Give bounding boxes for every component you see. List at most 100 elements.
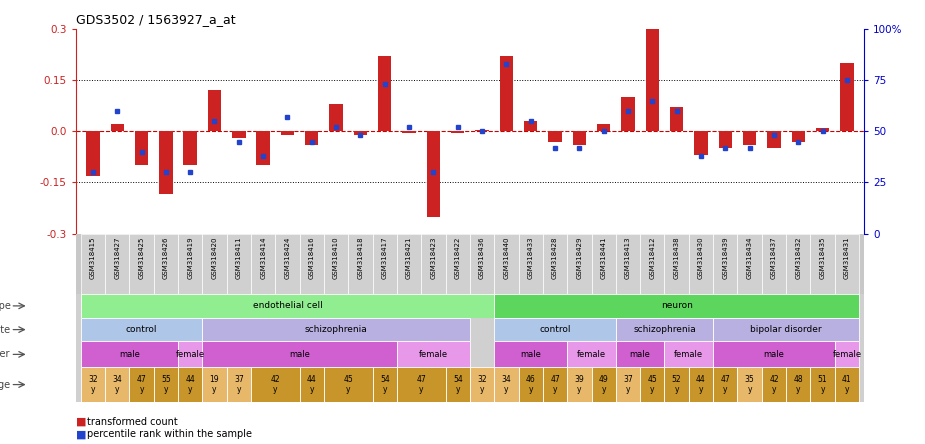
- Text: male: male: [630, 350, 650, 359]
- Bar: [840, 63, 854, 131]
- Bar: [743, 131, 757, 145]
- Bar: [203, 341, 397, 367]
- Text: male: male: [290, 350, 310, 359]
- Text: GSM318419: GSM318419: [187, 237, 193, 279]
- Text: control: control: [126, 325, 157, 334]
- Text: 37
y: 37 y: [623, 375, 633, 394]
- Text: neuron: neuron: [660, 301, 693, 310]
- Bar: [713, 318, 859, 341]
- Bar: [689, 367, 713, 402]
- Bar: [178, 234, 203, 294]
- Text: GSM318434: GSM318434: [746, 237, 753, 279]
- Text: 52
y: 52 y: [672, 375, 682, 394]
- Text: percentile rank within the sample: percentile rank within the sample: [87, 429, 252, 439]
- Bar: [475, 130, 488, 131]
- Text: age: age: [0, 380, 10, 389]
- Text: GSM318423: GSM318423: [430, 237, 437, 279]
- Bar: [353, 131, 367, 135]
- Text: GSM318421: GSM318421: [406, 237, 413, 279]
- Text: female: female: [674, 350, 703, 359]
- Bar: [786, 367, 810, 402]
- Text: GSM318420: GSM318420: [212, 237, 217, 279]
- Bar: [640, 234, 664, 294]
- Bar: [689, 234, 713, 294]
- Bar: [567, 341, 616, 367]
- Text: 39
y: 39 y: [574, 375, 585, 394]
- Text: 54
y: 54 y: [380, 375, 389, 394]
- Text: GSM318433: GSM318433: [527, 237, 534, 279]
- Text: 44
y: 44 y: [185, 375, 195, 394]
- Text: male: male: [119, 350, 140, 359]
- Text: GSM318435: GSM318435: [820, 237, 826, 279]
- Text: GSM318439: GSM318439: [722, 237, 728, 279]
- Bar: [616, 234, 640, 294]
- Bar: [402, 131, 415, 133]
- Bar: [329, 104, 343, 131]
- Bar: [640, 367, 664, 402]
- Bar: [616, 318, 713, 341]
- Bar: [154, 234, 178, 294]
- Text: GSM318411: GSM318411: [236, 237, 241, 279]
- Text: GSM318417: GSM318417: [382, 237, 388, 279]
- Bar: [397, 367, 446, 402]
- Text: 42
y: 42 y: [270, 375, 280, 394]
- Bar: [110, 124, 124, 131]
- Bar: [208, 90, 221, 131]
- Text: 47
y: 47 y: [416, 375, 426, 394]
- Bar: [767, 131, 781, 148]
- Text: GSM318441: GSM318441: [600, 237, 607, 279]
- Bar: [622, 97, 635, 131]
- Bar: [737, 367, 762, 402]
- Text: male: male: [763, 350, 784, 359]
- Bar: [300, 367, 324, 402]
- Bar: [549, 131, 561, 142]
- Text: 46
y: 46 y: [525, 375, 536, 394]
- Bar: [494, 234, 519, 294]
- Text: 34
y: 34 y: [112, 375, 122, 394]
- Bar: [80, 318, 203, 341]
- Bar: [421, 234, 446, 294]
- Bar: [324, 234, 349, 294]
- Bar: [591, 367, 616, 402]
- Text: 47
y: 47 y: [550, 375, 560, 394]
- Text: GSM318438: GSM318438: [673, 237, 680, 279]
- Bar: [305, 131, 318, 145]
- Text: GSM318416: GSM318416: [309, 237, 315, 279]
- Bar: [713, 367, 737, 402]
- Text: GDS3502 / 1563927_a_at: GDS3502 / 1563927_a_at: [76, 13, 236, 26]
- Bar: [762, 367, 786, 402]
- Text: GSM318422: GSM318422: [455, 237, 461, 279]
- Bar: [494, 367, 519, 402]
- Text: control: control: [539, 325, 571, 334]
- Bar: [664, 234, 689, 294]
- Bar: [616, 341, 664, 367]
- Text: GSM318440: GSM318440: [503, 237, 510, 279]
- Bar: [786, 234, 810, 294]
- Bar: [494, 294, 859, 318]
- Bar: [446, 234, 470, 294]
- Bar: [105, 367, 130, 402]
- Text: GSM318424: GSM318424: [285, 237, 290, 279]
- Text: ■: ■: [76, 417, 86, 427]
- Bar: [591, 234, 616, 294]
- Text: ■: ■: [76, 429, 86, 439]
- Bar: [130, 367, 154, 402]
- Bar: [810, 234, 834, 294]
- Text: 34
y: 34 y: [501, 375, 512, 394]
- Text: 48
y: 48 y: [794, 375, 803, 394]
- Bar: [834, 367, 859, 402]
- Bar: [378, 56, 391, 131]
- Bar: [470, 234, 494, 294]
- Bar: [719, 131, 732, 148]
- Text: GSM318426: GSM318426: [163, 237, 169, 279]
- Bar: [713, 234, 737, 294]
- Bar: [567, 234, 591, 294]
- Text: GSM318410: GSM318410: [333, 237, 339, 279]
- Text: female: female: [419, 350, 448, 359]
- Text: GSM318436: GSM318436: [479, 237, 485, 279]
- Bar: [203, 318, 470, 341]
- Bar: [154, 367, 178, 402]
- Bar: [573, 131, 586, 145]
- Text: female: female: [176, 350, 204, 359]
- Bar: [567, 367, 591, 402]
